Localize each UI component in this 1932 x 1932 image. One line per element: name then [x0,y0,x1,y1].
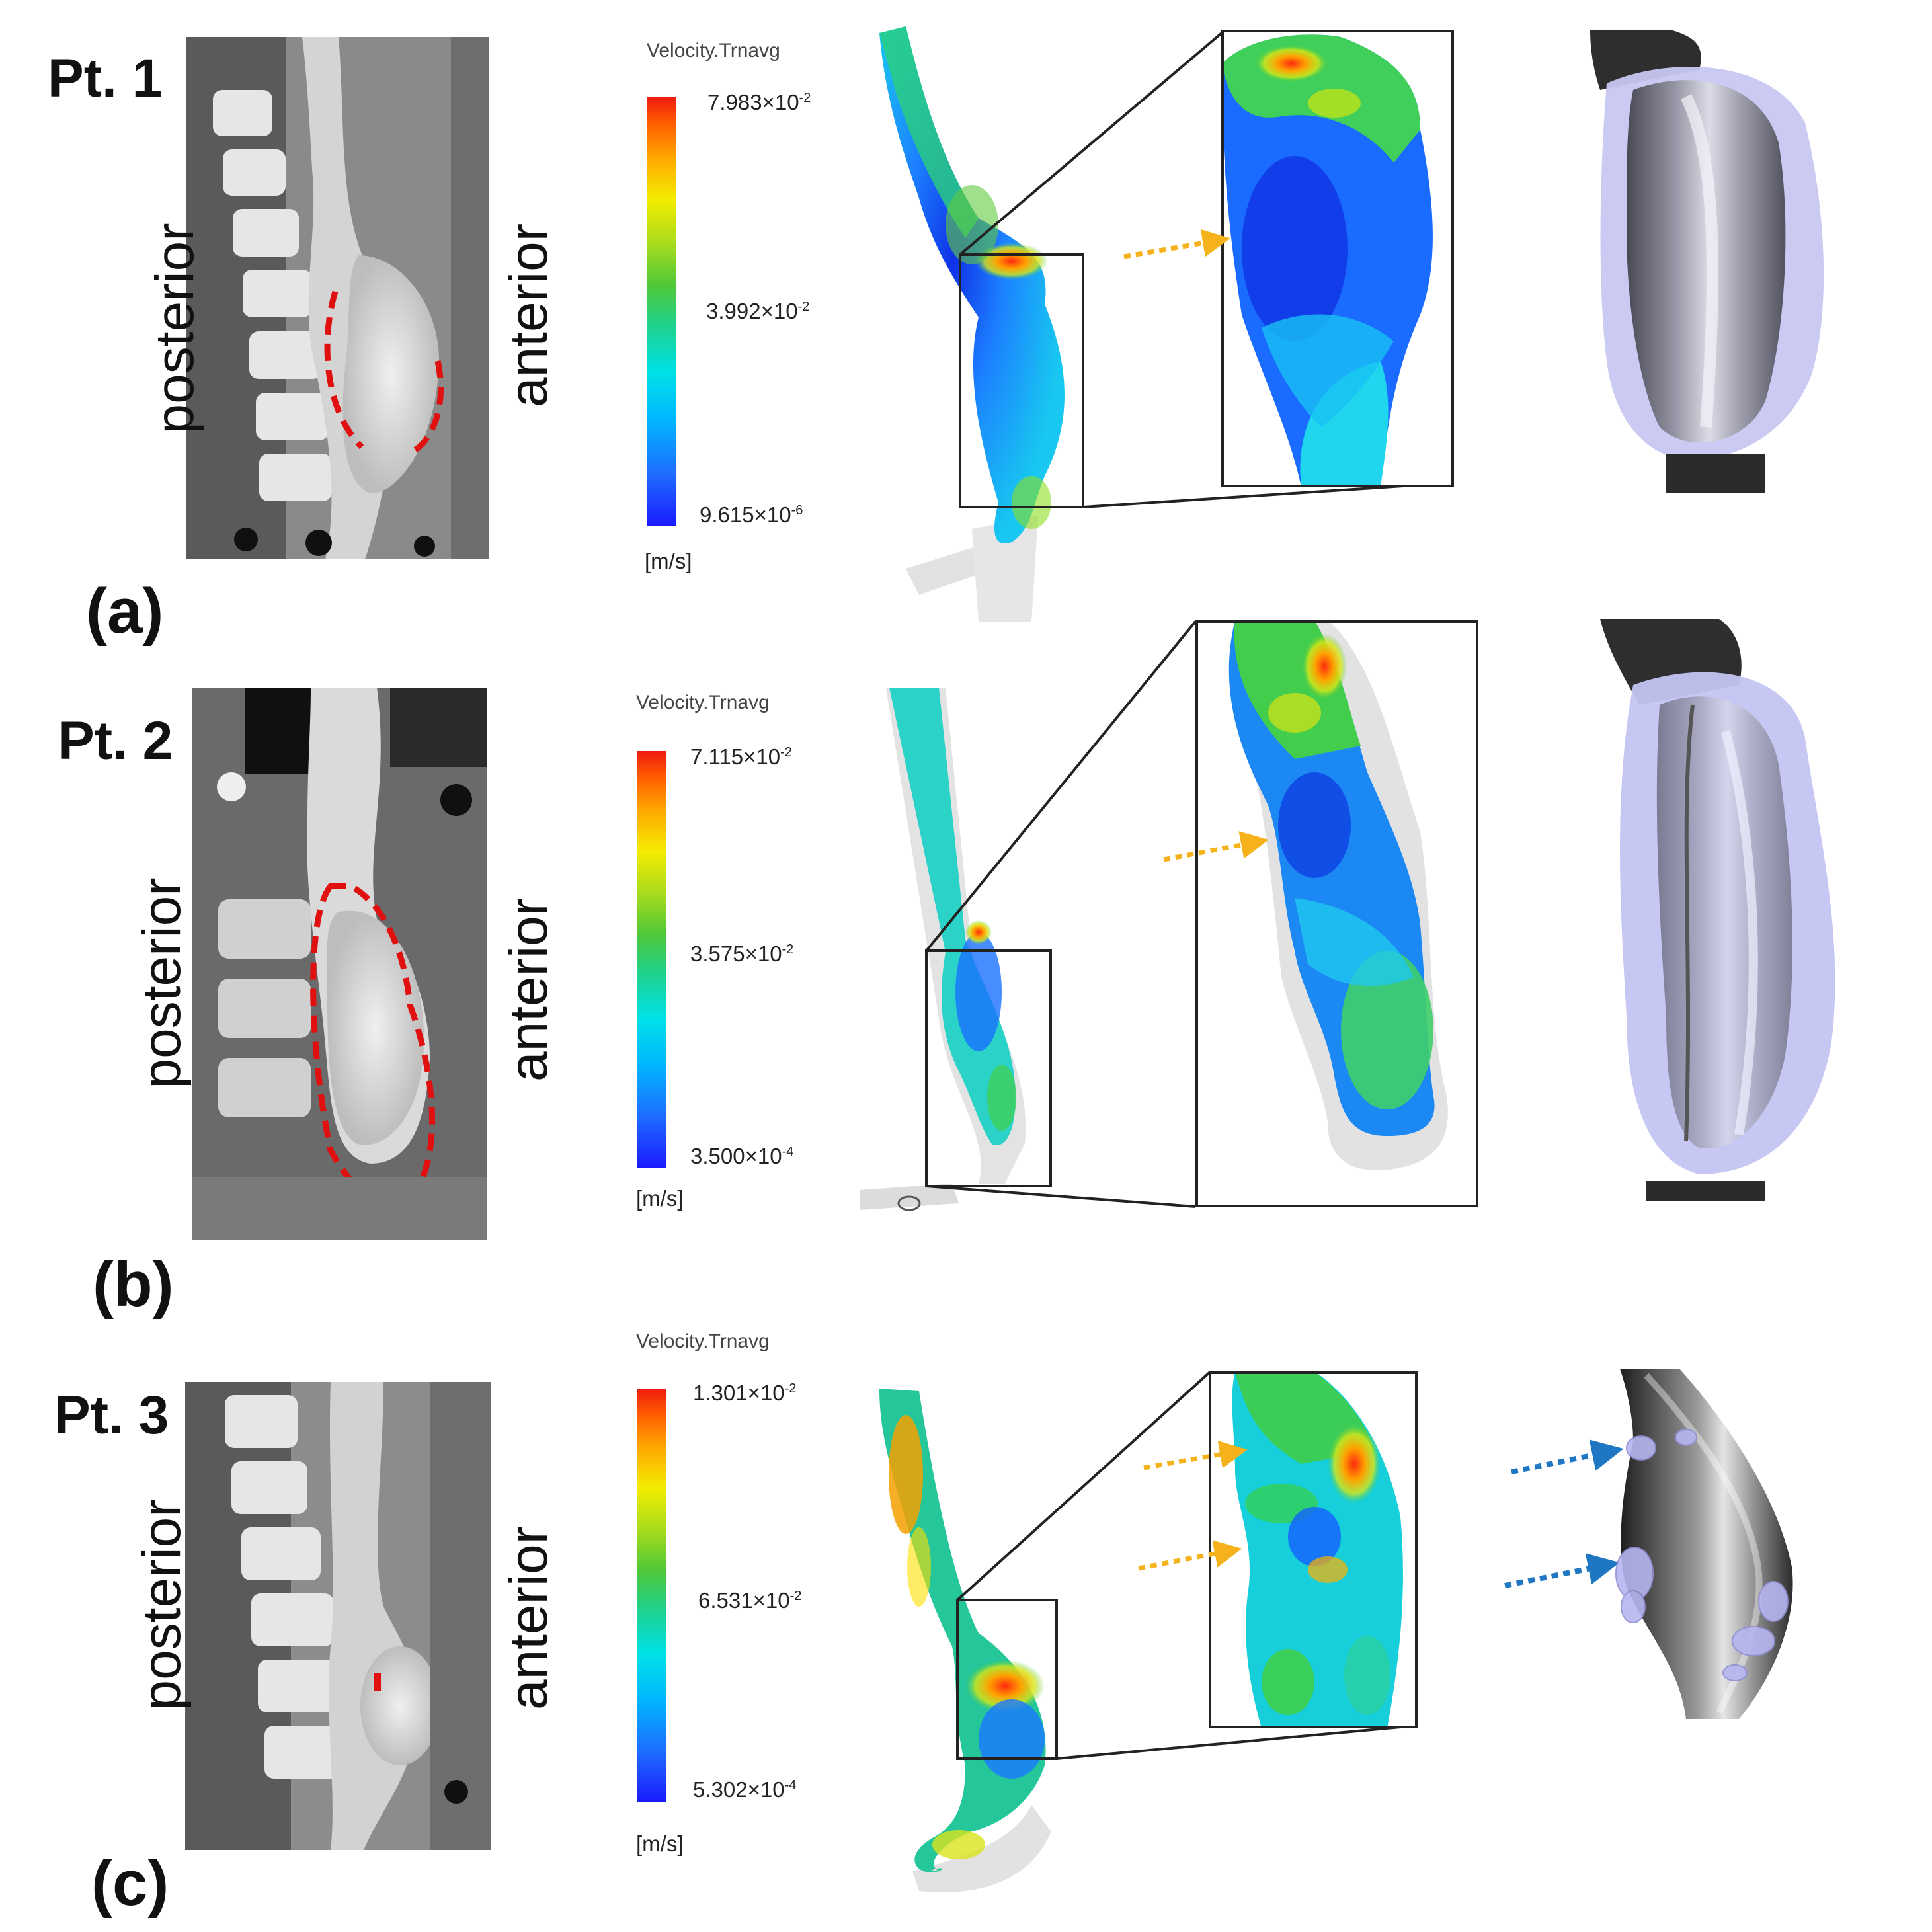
colorbar-gradient [637,1389,666,1802]
colorbar-title: Velocity.Trnavg [636,692,770,713]
colorbar-unit: [m/s] [636,1186,684,1211]
colorbar-unit: [m/s] [636,1831,684,1856]
colorbar-max-label: 1.301×10-2 [693,1381,797,1405]
colorbar-gradient [637,751,666,1168]
ct-sagittal-image [192,688,487,1240]
ct-sagittal-image [186,37,489,559]
thrombus-3d-render [1600,619,1835,1201]
panel-letter: (c) [91,1848,169,1919]
colorbar-unit: [m/s] [645,549,692,573]
posterior-label: posterior [132,877,192,1089]
thrombus-3d-render [1590,30,1824,493]
velocity-contour-model [860,620,1197,1211]
velocity-contour-model [879,26,1454,622]
thrombus-3d-render [1615,1369,1793,1719]
velocity-contour-model [879,1371,1416,1892]
ct-sagittal-image [185,1382,491,1850]
flow-arrow [1163,831,1269,862]
zoom-inset [1195,620,1478,1207]
colorbar-min-label: 3.500×10-4 [690,1144,794,1168]
thrombus-arrow [1511,1439,1624,1474]
thrombus-arrow [1504,1553,1620,1588]
zoom-inset [1209,1371,1418,1728]
flow-arrow [1138,1540,1242,1571]
posterior-label: posterior [145,223,205,434]
flow-arrow [1143,1440,1248,1470]
flow-arrow [1123,229,1230,259]
colorbar-mid-label: 6.531×10-2 [698,1588,802,1613]
colorbar-min-label: 9.615×10-6 [700,503,803,527]
colorbar-title: Velocity.Trnavg [647,40,780,61]
panel-letter: (b) [93,1249,174,1320]
anterior-label: anterior [499,223,559,408]
colorbar-mid-label: 3.992×10-2 [706,299,810,323]
colorbar-max-label: 7.983×10-2 [707,90,811,114]
colorbar-max-label: 7.115×10-2 [690,745,792,769]
patient-label: Pt. 3 [54,1385,169,1445]
patient-label: Pt. 1 [48,48,163,108]
colorbar-gradient [647,97,676,526]
posterior-label: posterior [132,1499,192,1711]
colorbar-min-label: 5.302×10-4 [693,1777,797,1802]
zoom-inset [1221,30,1454,487]
colorbar-title: Velocity.Trnavg [636,1330,770,1352]
patient-label: Pt. 2 [58,711,173,771]
anterior-label: anterior [499,897,559,1082]
anterior-label: anterior [499,1525,559,1711]
colorbar-mid-label: 3.575×10-2 [690,942,794,966]
panel-letter: (a) [86,576,164,647]
